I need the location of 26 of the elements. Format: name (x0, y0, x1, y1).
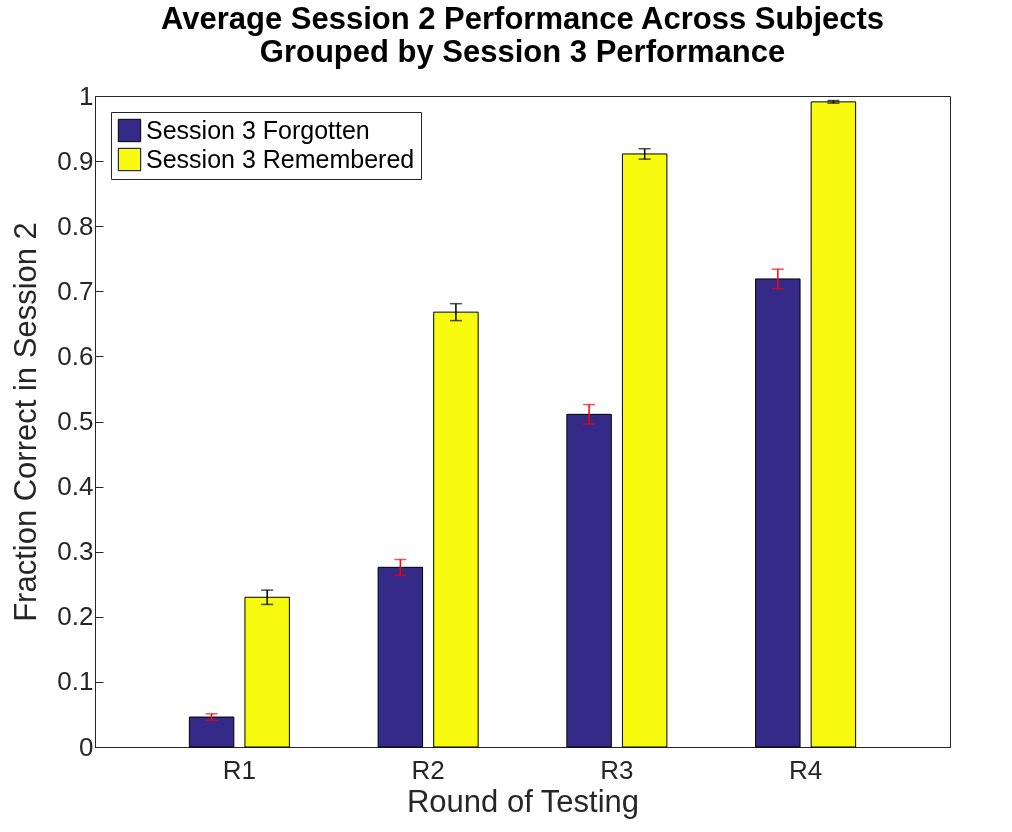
legend-label: Session 3 Remembered (146, 144, 415, 173)
x-tick-label: R4 (788, 754, 823, 785)
bar (188, 716, 235, 748)
y-tick-label: 0.2 (57, 601, 94, 632)
y-tick-label: 1 (79, 80, 94, 111)
x-tick-label: R3 (600, 754, 634, 785)
y-axis-title: Fraction Correct in Session 2 (8, 222, 44, 622)
bar (755, 278, 801, 748)
y-tick-label: 0.1 (57, 666, 94, 697)
x-tick-label: R2 (411, 754, 445, 785)
bar (621, 153, 668, 748)
y-tick-label: 0.9 (57, 145, 94, 176)
y-tick-label: 0.4 (57, 471, 94, 502)
y-tick-label: 0.6 (57, 340, 94, 371)
x-axis-title: Round of Testing (406, 783, 640, 819)
x-tick-label: R1 (222, 754, 257, 785)
y-tick-label: 0.7 (57, 275, 94, 306)
bar (377, 566, 424, 748)
y-tick-label: 0.3 (57, 536, 94, 567)
y-tick-label: 0 (79, 731, 94, 762)
bar (566, 413, 612, 748)
y-tick-label: 0.8 (57, 210, 94, 241)
legend-label: Session 3 Forgotten (146, 115, 370, 144)
bar (810, 101, 857, 748)
y-tick-label: 0.5 (57, 406, 94, 436)
chart-title: Average Session 2 Performance Across Subjects Grouped by Session 3 Performance (160, 1, 885, 69)
